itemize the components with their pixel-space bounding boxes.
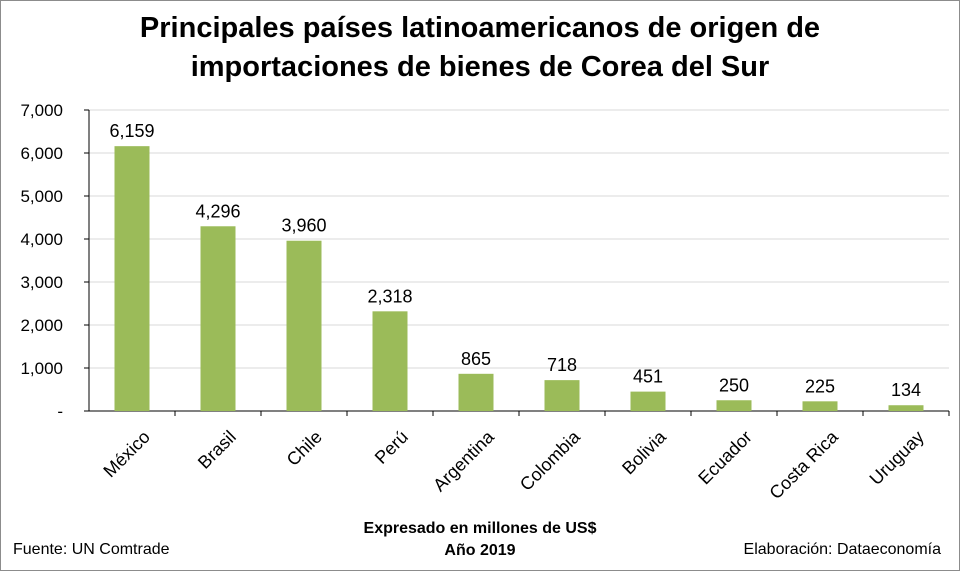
data-label: 4,296 bbox=[195, 201, 240, 221]
chart-subtitle-year: Año 2019 bbox=[444, 542, 516, 559]
y-tick-label: 1,000 bbox=[20, 359, 63, 378]
bar-6 bbox=[630, 391, 666, 411]
bar-0 bbox=[114, 146, 150, 411]
data-label: 865 bbox=[461, 349, 491, 369]
data-label: 6,159 bbox=[109, 121, 154, 141]
chart-title: Principales países latinoamericanos de o… bbox=[1, 9, 959, 87]
x-tick-label: Perú bbox=[371, 427, 412, 468]
data-label: 451 bbox=[633, 367, 663, 387]
chart-subtitle-units: Expresado en millones de US$ bbox=[363, 520, 597, 537]
x-tick-label: Uruguay bbox=[866, 427, 928, 489]
y-tick-label: 6,000 bbox=[20, 144, 63, 163]
x-tick-label: Bolivia bbox=[618, 426, 670, 478]
source-note: Fuente: UN Comtrade bbox=[13, 541, 170, 558]
y-tick-label: 4,000 bbox=[20, 230, 63, 249]
bar-3 bbox=[372, 311, 408, 411]
bar-1 bbox=[200, 226, 236, 411]
data-label: 225 bbox=[805, 376, 835, 396]
x-tick-label: Ecuador bbox=[694, 427, 756, 489]
data-label: 2,318 bbox=[367, 286, 412, 306]
chart-title-line1: Principales países latinoamericanos de o… bbox=[139, 12, 821, 44]
bar-2 bbox=[286, 240, 322, 411]
credit-note: Elaboración: Dataeconomía bbox=[743, 541, 941, 558]
x-tick-label: México bbox=[99, 427, 153, 481]
y-tick-label: - bbox=[57, 402, 63, 421]
bar-7 bbox=[716, 400, 752, 411]
x-tick-label: Costa Rica bbox=[765, 426, 842, 503]
y-tick-label: 5,000 bbox=[20, 187, 63, 206]
x-tick-label: Colombia bbox=[516, 426, 585, 495]
x-tick-label: Chile bbox=[283, 427, 326, 470]
bar-9 bbox=[888, 405, 924, 411]
bar-4 bbox=[458, 373, 494, 411]
data-label: 250 bbox=[719, 375, 749, 395]
data-label: 3,960 bbox=[281, 216, 326, 236]
y-tick-label: 2,000 bbox=[20, 316, 63, 335]
y-tick-label: 3,000 bbox=[20, 273, 63, 292]
x-tick-label: Brasil bbox=[194, 427, 240, 473]
y-tick-label: 7,000 bbox=[20, 101, 63, 120]
chart-title-line2: importaciones de bienes de Corea del Sur bbox=[190, 51, 770, 83]
data-label: 134 bbox=[891, 380, 921, 400]
bar-8 bbox=[802, 401, 838, 411]
bar-5 bbox=[544, 380, 580, 411]
x-tick-label: Argentina bbox=[429, 426, 498, 495]
data-label: 718 bbox=[547, 355, 577, 375]
